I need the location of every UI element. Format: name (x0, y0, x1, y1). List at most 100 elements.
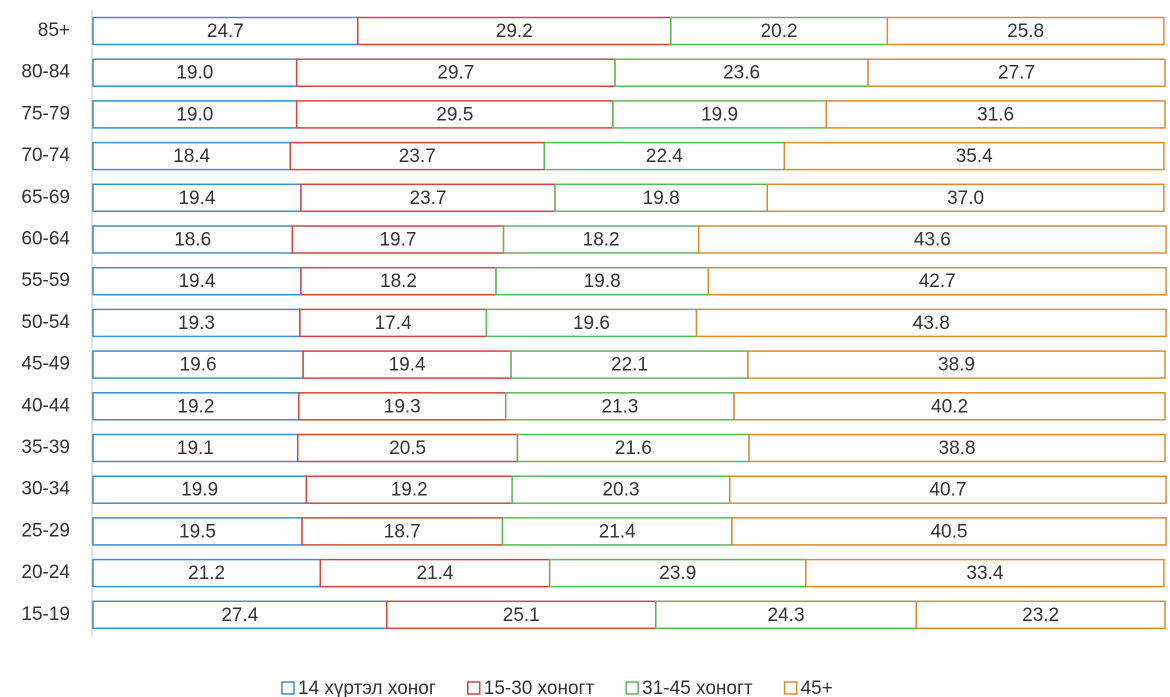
bar-segment (543, 141, 786, 171)
data-label: 21.2 (188, 563, 225, 584)
legend-swatch (625, 681, 639, 695)
data-label: 19.9 (701, 104, 738, 125)
data-label: 43.6 (914, 230, 951, 251)
data-label: 19.9 (181, 480, 218, 501)
legend-label: 15-30 хоногт (484, 678, 595, 697)
bar-segment (502, 225, 700, 254)
bar-segment (92, 392, 300, 421)
bar-segment (748, 433, 1166, 463)
data-label: 21.6 (615, 438, 652, 459)
data-label: 25.1 (503, 605, 540, 626)
y-tick-label: 70-74 (21, 145, 70, 166)
bar-segment (295, 100, 614, 129)
legend-swatch (281, 681, 295, 695)
y-tick-label: 65-69 (21, 187, 70, 208)
bar-segment (92, 183, 302, 213)
y-tick-label: 20-24 (21, 562, 70, 583)
data-label: 18.2 (583, 230, 620, 251)
data-label: 31.6 (977, 104, 1014, 125)
data-label: 27.7 (998, 63, 1035, 84)
data-label: 19.3 (178, 313, 215, 334)
y-tick-label: 60-64 (21, 229, 70, 250)
data-label: 19.4 (178, 188, 215, 209)
legend-label: 14 хүртэл хоног (298, 678, 436, 697)
bar-segment (548, 558, 807, 588)
data-label: 19.4 (389, 355, 426, 376)
data-label: 22.4 (646, 146, 683, 167)
data-label: 43.8 (913, 313, 950, 334)
data-label: 19.8 (643, 188, 680, 209)
y-tick-label: 55-59 (21, 270, 70, 291)
data-label: 24.7 (207, 21, 244, 42)
bar-segment (729, 475, 1167, 504)
data-label: 18.6 (174, 230, 211, 251)
data-label: 22.1 (611, 355, 648, 376)
bar-segment (747, 350, 1166, 379)
data-label: 23.7 (399, 146, 436, 167)
bar-segment (733, 392, 1166, 421)
data-label: 23.7 (410, 188, 447, 209)
bar-segment (92, 141, 291, 171)
bar-segment (511, 475, 731, 504)
data-label: 27.4 (221, 605, 258, 626)
y-tick-label: 35-39 (21, 437, 70, 458)
data-label: 33.4 (966, 563, 1003, 584)
bar-segment (385, 600, 657, 630)
bar-segment (299, 308, 488, 338)
data-label: 21.4 (599, 521, 636, 542)
data-label: 21.4 (416, 563, 453, 584)
y-tick-label: 50-54 (21, 312, 70, 333)
data-label: 17.4 (375, 313, 412, 334)
bar-segment (867, 58, 1166, 87)
bar-segment (510, 350, 749, 379)
bar-segment (731, 517, 1167, 546)
data-label: 40.7 (929, 480, 966, 501)
data-label: 18.7 (384, 521, 421, 542)
data-label: 20.2 (761, 21, 798, 42)
bar-segment (300, 266, 497, 296)
data-label: 19.2 (391, 480, 428, 501)
data-label: 23.2 (1022, 605, 1059, 626)
bar-segment (289, 141, 546, 171)
legend-swatch (467, 681, 481, 695)
data-label: 24.3 (768, 605, 805, 626)
bar-segment (697, 225, 1167, 254)
data-label: 18.2 (380, 271, 417, 292)
data-label: 19.6 (573, 313, 610, 334)
data-label: 23.6 (723, 63, 760, 84)
y-tick-label: 75-79 (21, 103, 70, 124)
data-label: 37.0 (947, 188, 984, 209)
data-label: 21.3 (601, 396, 638, 417)
data-label: 38.8 (939, 438, 976, 459)
data-label: 18.4 (173, 146, 210, 167)
bar-segment (92, 558, 322, 588)
bar-segment (670, 16, 889, 46)
bar-segment (92, 308, 301, 338)
bar-segment (554, 183, 769, 213)
bar-segment (300, 183, 556, 213)
data-label: 29.7 (437, 63, 474, 84)
bar-segment (357, 16, 672, 46)
bar-segment (915, 600, 1166, 630)
bar-segment (825, 100, 1166, 129)
data-label: 40.5 (930, 521, 967, 542)
data-label: 25.8 (1007, 21, 1044, 42)
bar-segment (92, 517, 303, 546)
bar-segment (298, 392, 507, 421)
bar-segment (805, 558, 1165, 588)
data-label: 19.6 (180, 355, 217, 376)
data-label: 19.0 (176, 63, 213, 84)
data-label: 20.5 (389, 438, 426, 459)
bar-segment (766, 183, 1165, 213)
y-tick-label: 85+ (38, 20, 70, 41)
y-tick-label: 45-49 (21, 354, 70, 375)
data-label: 19.3 (384, 396, 421, 417)
y-tick-label: 40-44 (21, 395, 70, 416)
bar-segment (612, 100, 827, 129)
bar-segment (92, 100, 298, 129)
y-tick-label: 25-29 (21, 520, 70, 541)
bar-segment (495, 266, 710, 296)
data-label: 23.9 (659, 563, 696, 584)
data-label: 20.3 (602, 480, 639, 501)
data-label: 19.4 (178, 271, 215, 292)
